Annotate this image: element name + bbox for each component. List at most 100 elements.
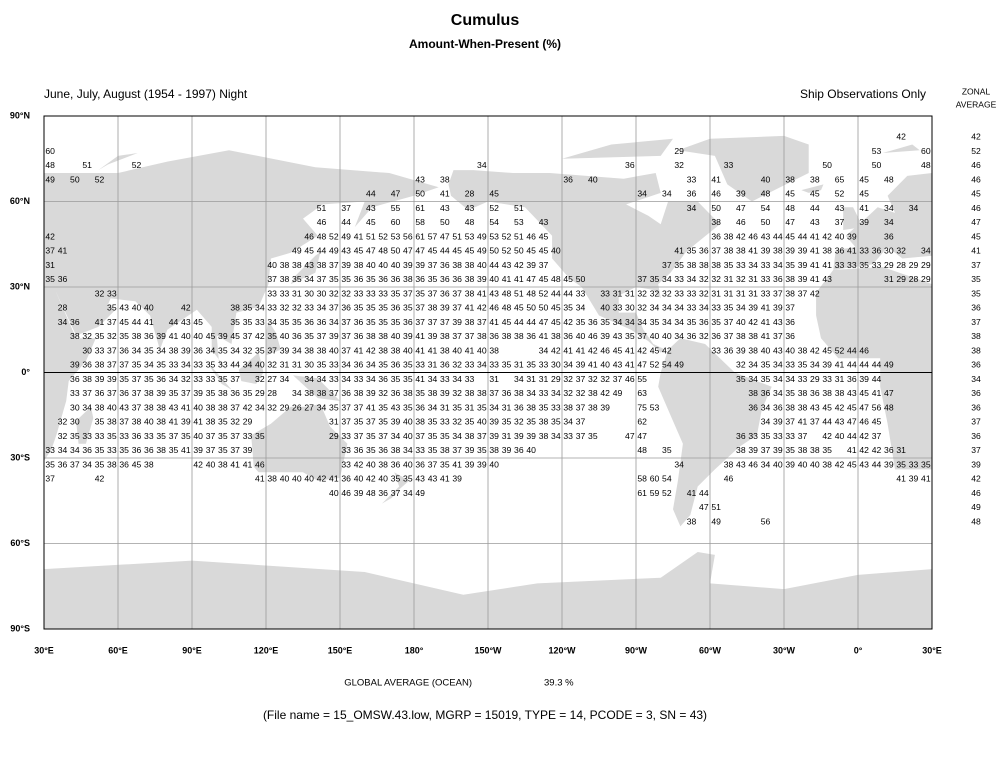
cell-value: 33 [218, 360, 228, 370]
cell-value: 47 [625, 431, 635, 441]
cell-value: 33 [341, 445, 351, 455]
cell-value: 33 [859, 246, 869, 256]
cell-value: 38 [736, 445, 746, 455]
cell-value: 65 [835, 174, 845, 184]
cell-value: 44 [859, 360, 869, 370]
cell-value: 35 [95, 417, 105, 427]
cell-value: 36 [119, 388, 129, 398]
cell-value: 34 [230, 345, 240, 355]
cell-value: 36 [391, 459, 401, 469]
cell-value: 39 [366, 388, 376, 398]
cell-value: 34 [243, 360, 253, 370]
cell-value: 34 [687, 203, 697, 213]
cell-value: 37 [724, 331, 734, 341]
cell-value: 39 [859, 217, 869, 227]
cell-value: 42 [859, 431, 869, 441]
cell-value: 34 [267, 317, 277, 327]
cell-value: 32 [452, 360, 462, 370]
cell-value: 54 [489, 217, 499, 227]
cell-value: 34 [329, 317, 339, 327]
cell-value: 50 [576, 274, 586, 284]
cell-value: 33 [551, 402, 561, 412]
land-mass [381, 472, 410, 504]
cell-value: 38 [440, 345, 450, 355]
cell-value: 45 [785, 231, 795, 241]
cell-value: 33 [415, 360, 425, 370]
cell-value: 33 [613, 303, 623, 313]
cell-value: 46 [317, 217, 327, 227]
cell-value: 38 [514, 331, 524, 341]
cell-value: 34 [181, 360, 191, 370]
cell-value: 36 [687, 331, 697, 341]
cell-value: 38 [711, 217, 721, 227]
cell-value: 37 [119, 417, 129, 427]
cell-value: 36 [403, 317, 413, 327]
cell-value: 44 [872, 374, 882, 384]
cell-value: 36 [502, 388, 512, 398]
cell-value: 38 [748, 345, 758, 355]
cell-value: 53 [650, 402, 660, 412]
cell-value: 34 [674, 331, 684, 341]
cell-value: 43 [613, 360, 623, 370]
cell-value: 43 [835, 417, 845, 427]
cell-value: 42 [859, 445, 869, 455]
cell-value: 38 [810, 445, 820, 455]
zonal-average: 48 [971, 516, 981, 526]
cell-value: 35 [711, 317, 721, 327]
zonal-average: 37 [971, 417, 981, 427]
cell-value: 31 [613, 288, 623, 298]
cell-value: 46 [859, 417, 869, 427]
cell-value: 50 [415, 189, 425, 199]
cell-value: 45 [650, 345, 660, 355]
cell-value: 34 [82, 459, 92, 469]
cell-value: 35 [440, 459, 450, 469]
cell-value: 37 [637, 331, 647, 341]
cell-value: 33 [736, 260, 746, 270]
cell-value: 38 [588, 388, 598, 398]
cell-value: 61 [637, 488, 647, 498]
cell-value: 41 [181, 445, 191, 455]
cell-value: 34 [773, 260, 783, 270]
cell-value: 35 [391, 288, 401, 298]
cell-value: 38 [465, 431, 475, 441]
cell-value: 35 [70, 431, 80, 441]
cell-value: 35 [526, 417, 536, 427]
cell-value: 36 [625, 160, 635, 170]
cell-value: 58 [415, 217, 425, 227]
cell-value: 61 [415, 231, 425, 241]
cell-value: 37 [452, 331, 462, 341]
cell-value: 46 [341, 488, 351, 498]
cell-value: 35 [588, 431, 598, 441]
cell-value: 40 [662, 331, 672, 341]
cell-value: 39 [798, 260, 808, 270]
cell-value: 52 [132, 160, 142, 170]
cell-value: 35 [255, 431, 265, 441]
cell-value: 54 [761, 203, 771, 213]
cell-value: 40 [650, 331, 660, 341]
cell-value: 45 [465, 246, 475, 256]
cell-value: 36 [711, 231, 721, 241]
cell-value: 40 [403, 345, 413, 355]
cell-value: 39 [785, 246, 795, 256]
cell-value: 50 [514, 246, 524, 256]
land-mass [448, 170, 720, 353]
cell-value: 35 [378, 417, 388, 427]
cell-value: 35 [366, 317, 376, 327]
zonal-average: 47 [971, 217, 981, 227]
cell-value: 35 [292, 317, 302, 327]
cell-value: 35 [378, 402, 388, 412]
cell-value: 33 [465, 360, 475, 370]
cell-value: 35 [329, 402, 339, 412]
cell-value: 32 [329, 288, 339, 298]
cell-value: 45 [847, 402, 857, 412]
cell-value: 38 [452, 260, 462, 270]
zonal-average: 42 [971, 474, 981, 484]
cell-value: 40 [576, 331, 586, 341]
cell-value: 52 [662, 488, 672, 498]
y-tick-label: 90°S [10, 623, 30, 633]
cell-value: 36 [132, 431, 142, 441]
cell-value: 31 [280, 360, 290, 370]
cell-value: 34 [761, 417, 771, 427]
cell-value: 47 [440, 231, 450, 241]
cell-value: 41 [539, 331, 549, 341]
